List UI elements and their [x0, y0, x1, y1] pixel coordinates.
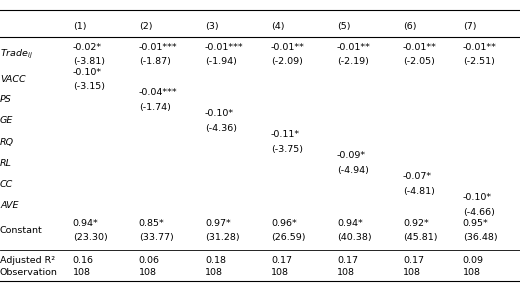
Text: (-2.19): (-2.19) [337, 57, 369, 66]
Text: (-4.66): (-4.66) [463, 208, 495, 217]
Text: (5): (5) [337, 22, 350, 32]
Text: 0.92*: 0.92* [403, 219, 429, 228]
Text: (36.48): (36.48) [463, 233, 498, 243]
Text: -0.10*: -0.10* [73, 68, 102, 77]
Text: (6): (6) [403, 22, 417, 32]
Text: -0.07*: -0.07* [403, 172, 432, 181]
Text: 0.17: 0.17 [337, 256, 358, 265]
Text: 108: 108 [403, 268, 421, 277]
Text: (-4.94): (-4.94) [337, 166, 369, 175]
Text: 108: 108 [271, 268, 289, 277]
Text: (45.81): (45.81) [403, 233, 437, 243]
Text: -0.10*: -0.10* [463, 193, 492, 202]
Text: (-4.81): (-4.81) [403, 187, 435, 196]
Text: (-3.75): (-3.75) [271, 145, 303, 154]
Text: 0.94*: 0.94* [337, 219, 363, 228]
Text: (-3.81): (-3.81) [73, 57, 105, 66]
Text: CC: CC [0, 179, 13, 189]
Text: 108: 108 [73, 268, 91, 277]
Text: RL: RL [0, 158, 12, 168]
Text: 0.06: 0.06 [139, 256, 160, 265]
Text: Constant: Constant [0, 226, 43, 235]
Text: (40.38): (40.38) [337, 233, 372, 243]
Text: 0.97*: 0.97* [205, 219, 231, 228]
Text: $\mathit{Trade}_{ij}$: $\mathit{Trade}_{ij}$ [0, 48, 33, 61]
Text: Adjusted R²: Adjusted R² [0, 256, 55, 265]
Text: (-3.15): (-3.15) [73, 82, 105, 91]
Text: -0.01**: -0.01** [403, 43, 437, 52]
Text: -0.10*: -0.10* [205, 109, 234, 118]
Text: 108: 108 [337, 268, 355, 277]
Text: -0.01**: -0.01** [337, 43, 371, 52]
Text: -0.04***: -0.04*** [139, 88, 177, 97]
Text: (26.59): (26.59) [271, 233, 305, 243]
Text: (-2.05): (-2.05) [403, 57, 435, 66]
Text: -0.09*: -0.09* [337, 151, 366, 160]
Text: (33.77): (33.77) [139, 233, 174, 243]
Text: -0.01**: -0.01** [271, 43, 305, 52]
Text: (1): (1) [73, 22, 86, 32]
Text: AVE: AVE [0, 201, 19, 210]
Text: (2): (2) [139, 22, 152, 32]
Text: Observation: Observation [0, 268, 58, 277]
Text: -0.11*: -0.11* [271, 130, 300, 139]
Text: 0.17: 0.17 [403, 256, 424, 265]
Text: 0.95*: 0.95* [463, 219, 489, 228]
Text: 108: 108 [139, 268, 157, 277]
Text: (7): (7) [463, 22, 476, 32]
Text: (-1.74): (-1.74) [139, 103, 171, 112]
Text: (-2.09): (-2.09) [271, 57, 303, 66]
Text: 0.85*: 0.85* [139, 219, 165, 228]
Text: 0.18: 0.18 [205, 256, 226, 265]
Text: (4): (4) [271, 22, 284, 32]
Text: (31.28): (31.28) [205, 233, 240, 243]
Text: GE: GE [0, 116, 14, 126]
Text: 0.09: 0.09 [463, 256, 484, 265]
Text: PS: PS [0, 95, 12, 105]
Text: 0.96*: 0.96* [271, 219, 297, 228]
Text: 0.16: 0.16 [73, 256, 94, 265]
Text: 108: 108 [205, 268, 223, 277]
Text: VACC: VACC [0, 75, 25, 84]
Text: 108: 108 [463, 268, 481, 277]
Text: -0.02*: -0.02* [73, 43, 102, 52]
Text: 0.94*: 0.94* [73, 219, 99, 228]
Text: (-4.36): (-4.36) [205, 124, 237, 133]
Text: RQ: RQ [0, 137, 14, 147]
Text: -0.01***: -0.01*** [205, 43, 243, 52]
Text: 0.17: 0.17 [271, 256, 292, 265]
Text: (23.30): (23.30) [73, 233, 108, 243]
Text: (-1.87): (-1.87) [139, 57, 171, 66]
Text: (3): (3) [205, 22, 218, 32]
Text: -0.01***: -0.01*** [139, 43, 177, 52]
Text: (-1.94): (-1.94) [205, 57, 237, 66]
Text: -0.01**: -0.01** [463, 43, 497, 52]
Text: (-2.51): (-2.51) [463, 57, 495, 66]
